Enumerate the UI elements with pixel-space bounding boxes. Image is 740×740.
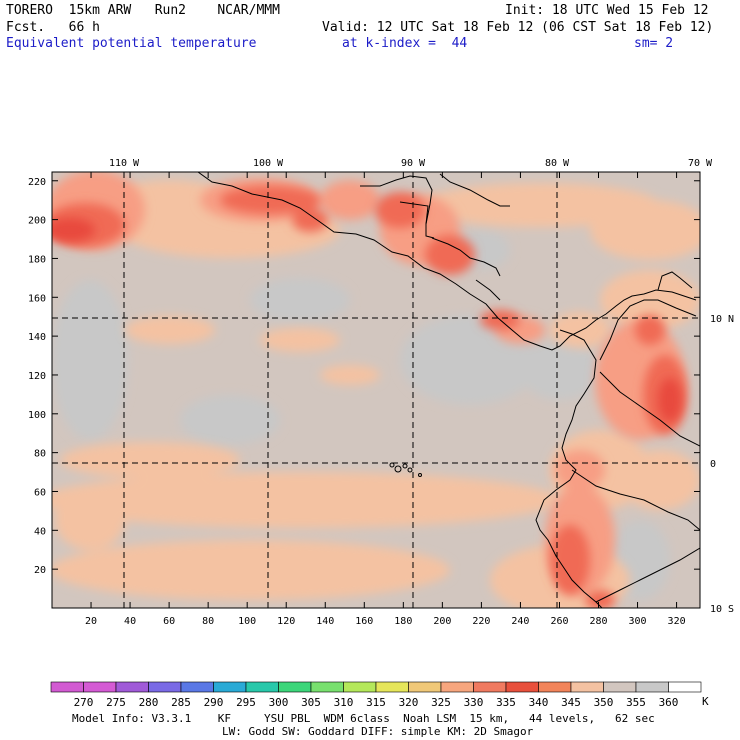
- model-info: Model Info: V3.3.1 KF YSU PBL WDM 6class…: [72, 712, 655, 725]
- lon-label: 100 W: [253, 158, 284, 169]
- y-axis-label: 200: [28, 216, 46, 227]
- colorbar-swatch: [505, 681, 539, 693]
- colorbar-swatch: [635, 681, 669, 693]
- y-axis-label: 220: [28, 177, 46, 188]
- colorbar-swatch: [473, 681, 507, 693]
- colorbar-label: 270: [74, 696, 94, 709]
- colorbar-swatch: [538, 681, 572, 693]
- colorbar-label: 345: [561, 696, 581, 709]
- y-axis-label: 160: [28, 293, 46, 304]
- colorbar-label: 355: [626, 696, 646, 709]
- x-axis-label: 300: [629, 616, 647, 627]
- colorbar-swatch: [343, 681, 377, 693]
- colorbar-label: 320: [399, 696, 419, 709]
- header-forecast-hour: Fcst. 66 h: [6, 20, 100, 35]
- x-axis-label: 20: [85, 616, 97, 627]
- colorbar-label: 340: [529, 696, 549, 709]
- colorbar-label: 310: [334, 696, 354, 709]
- colorbar-label: 305: [301, 696, 321, 709]
- lon-label: 70 W: [688, 158, 713, 169]
- colorbar-swatch: [570, 681, 604, 693]
- axis-ticks: [52, 172, 700, 608]
- colorbar-label: 285: [171, 696, 191, 709]
- colorbar-swatch: [213, 681, 247, 693]
- plot-frame: [51, 171, 701, 609]
- y-axis-label: 120: [28, 371, 46, 382]
- colorbar-swatch: [278, 681, 312, 693]
- x-axis-label: 140: [316, 616, 334, 627]
- map-grid: [52, 172, 700, 608]
- field-level: at k-index = 44: [342, 36, 468, 51]
- lon-label: 80 W: [545, 158, 570, 169]
- header-model-line: TORERO 15km ARW Run2 NCAR/MMM: [6, 3, 280, 18]
- x-axis-label: 180: [394, 616, 412, 627]
- x-axis-label: 280: [589, 616, 607, 627]
- x-axis-label: 200: [433, 616, 451, 627]
- x-axis-label: 240: [511, 616, 529, 627]
- colorbar-label: 325: [431, 696, 451, 709]
- colorbar-label: 300: [269, 696, 289, 709]
- colorbar-swatch: [83, 681, 117, 693]
- colorbar-label: 280: [139, 696, 159, 709]
- x-axis-label: 260: [550, 616, 568, 627]
- colorbar-unit: K: [702, 695, 709, 708]
- y-axis-label: 60: [34, 487, 46, 498]
- lat-label: 10 S: [710, 604, 734, 615]
- lat-label: 10 N: [710, 314, 734, 325]
- x-axis-label: 60: [163, 616, 175, 627]
- field-smoothing: sm= 2: [634, 36, 674, 51]
- header-valid-time: Valid: 12 UTC Sat 18 Feb 12 (06 CST Sat …: [322, 20, 714, 35]
- colorbar-swatch: [148, 681, 182, 693]
- map-plot: 110 W 100 W 90 W 80 W 70 W 10 N 0 10 S 220 200 180…: [28, 158, 734, 627]
- axis-labels: 110 W 100 W 90 W 80 W 70 W 10 N 0 10 S 220 200 180…: [28, 158, 734, 627]
- colorbar-swatch: [668, 681, 702, 693]
- x-axis-label: 160: [355, 616, 373, 627]
- colorbar-swatch: [115, 681, 149, 693]
- lon-label: 90 W: [401, 158, 426, 169]
- colorbar-swatch: [603, 681, 637, 693]
- x-axis-label: 220: [472, 616, 490, 627]
- colorbar-label: 360: [659, 696, 679, 709]
- hottest-patches: [52, 218, 682, 422]
- x-axis-label: 100: [238, 616, 256, 627]
- y-axis-label: 100: [28, 410, 46, 421]
- warm-patches: [52, 180, 700, 608]
- x-axis-label: 320: [668, 616, 686, 627]
- y-axis-label: 40: [34, 526, 46, 537]
- lat-label: 0: [710, 459, 716, 470]
- colorbar-swatch: [408, 681, 442, 693]
- colorbar-swatch: [310, 681, 344, 693]
- colorbar-label: 295: [236, 696, 256, 709]
- colorbar-label: 350: [594, 696, 614, 709]
- colorbar-swatch: [50, 681, 84, 693]
- colorbar-label: 290: [204, 696, 224, 709]
- colorbar-label: 335: [496, 696, 516, 709]
- colorbar-label: 275: [106, 696, 126, 709]
- lon-label: 110 W: [109, 158, 140, 169]
- y-axis-label: 80: [34, 449, 46, 460]
- header-init-time: Init: 18 UTC Wed 15 Feb 12: [505, 3, 709, 18]
- y-axis-label: 20: [34, 565, 46, 576]
- colorbar-swatch: [245, 681, 279, 693]
- x-axis-label: 40: [124, 616, 136, 627]
- field-name: Equivalent potential temperature: [6, 36, 257, 51]
- x-axis-label: 80: [202, 616, 214, 627]
- colorbar-swatch: [180, 681, 214, 693]
- colorbar-label: 315: [366, 696, 386, 709]
- x-axis-label: 120: [277, 616, 295, 627]
- y-axis-label: 140: [28, 332, 46, 343]
- colorbar-swatch: [440, 681, 474, 693]
- colorbar-label: 330: [464, 696, 484, 709]
- colorbar-swatch: [375, 681, 409, 693]
- physics-info: LW: Godd SW: Goddard DIFF: simple KM: 2D…: [222, 725, 534, 738]
- y-axis-label: 180: [28, 254, 46, 265]
